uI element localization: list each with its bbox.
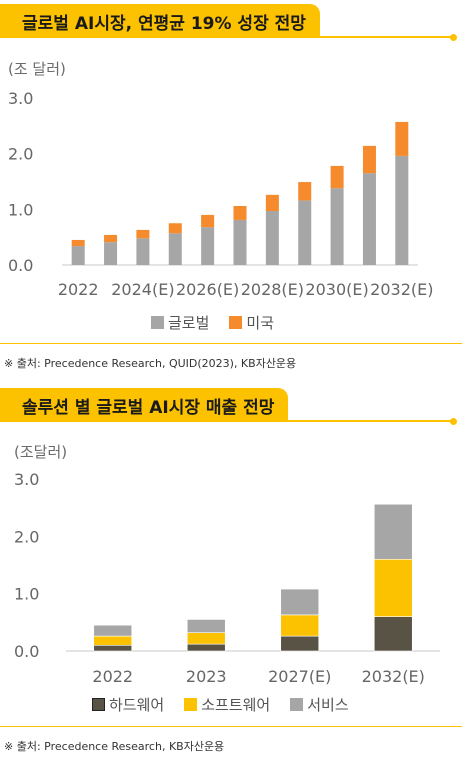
chart1-bar-s1 bbox=[298, 200, 312, 265]
chart1-unit-label: (조 달러) bbox=[8, 60, 66, 78]
chart1-xtick-label: 2024(E) bbox=[111, 280, 174, 299]
chart2-xtick-label: 2027(E) bbox=[268, 667, 331, 686]
chart2-ytick-label: 3.0 bbox=[14, 470, 39, 489]
chart1-xtick-label: 2026(E) bbox=[176, 280, 239, 299]
chart2-plot: 0.0 1.0 2.0 3.0 2022 2023 2027(E) 2032(E) bbox=[14, 470, 440, 686]
chart1-bar-s1 bbox=[168, 233, 182, 265]
legend-item-software: 소프트웨어 bbox=[184, 694, 270, 715]
chart1-bar-s1 bbox=[104, 242, 118, 265]
chart1-bar-s1 bbox=[362, 173, 376, 265]
chart1-bar-s1 bbox=[265, 211, 279, 265]
chart1-bar-s2 bbox=[362, 145, 376, 174]
legend-item-services: 서비스 bbox=[290, 694, 349, 715]
chart2-xtick-label: 2023 bbox=[186, 667, 227, 686]
legend-swatch-global bbox=[151, 316, 164, 329]
legend-label-us: 미국 bbox=[246, 314, 275, 332]
chart1-ytick-label: 3.0 bbox=[8, 89, 33, 108]
legend-item-hardware: 하드웨어 bbox=[92, 694, 164, 715]
chart1-bar-s1 bbox=[136, 238, 150, 265]
chart2-source: ※ 출처: Precedence Research, KB자산운용 bbox=[4, 740, 225, 753]
chart2-bar-s3 bbox=[186, 619, 226, 633]
legend-label-global: 글로벌 bbox=[168, 314, 210, 332]
chart2-ytick-label: 0.0 bbox=[14, 642, 39, 661]
chart1-title: 글로벌 AI시장, 연평균 19% 성장 전망 bbox=[0, 4, 320, 38]
chart2-bar-s1 bbox=[373, 616, 413, 652]
chart1-bar-s2 bbox=[104, 234, 118, 243]
chart2-unit-label: (조달러) bbox=[14, 443, 68, 461]
chart2-ytick-label: 1.0 bbox=[14, 585, 39, 604]
chart1-bar-s1 bbox=[201, 227, 215, 265]
chart1-bar-s2 bbox=[265, 194, 279, 212]
chart1-bar-s1 bbox=[395, 155, 409, 265]
chart2-bar-s3 bbox=[373, 503, 413, 560]
legend-item-us: 미국 bbox=[229, 312, 274, 333]
chart1-bar-s1 bbox=[71, 246, 85, 265]
chart1-bar-s1 bbox=[330, 188, 344, 265]
legend-item-global: 글로벌 bbox=[151, 312, 209, 333]
chart1-bar-s2 bbox=[298, 182, 312, 201]
chart2-title: 솔루션 별 글로벌 AI시장 매출 전망 bbox=[0, 388, 289, 422]
chart1-xtick-label: 2028(E) bbox=[241, 280, 304, 299]
chart1-bar-s2 bbox=[201, 214, 215, 228]
chart2-title-bar: 솔루션 별 글로벌 AI시장 매출 전망 bbox=[0, 388, 462, 425]
chart1-ytick-label: 2.0 bbox=[8, 145, 33, 164]
chart1-source: ※ 출처: Precedence Research, QUID(2023), K… bbox=[4, 357, 297, 370]
chart1-bar-s2 bbox=[71, 239, 85, 247]
chart1-title-bar: 글로벌 AI시장, 연평균 19% 성장 전망 bbox=[0, 4, 462, 41]
chart1-title-dot bbox=[450, 33, 457, 41]
legend-swatch-hardware bbox=[92, 698, 105, 711]
chart2-xtick-label: 2022 bbox=[92, 667, 133, 686]
legend-swatch-software bbox=[184, 698, 198, 711]
legend-swatch-us bbox=[229, 316, 243, 329]
chart2-legend: 하드웨어 소프트웨어 서비스 bbox=[92, 694, 369, 715]
chart1-bar-s2 bbox=[330, 165, 344, 189]
chart1-legend: 글로벌 미국 bbox=[151, 312, 294, 333]
chart2-bar-s1 bbox=[280, 635, 320, 652]
chart1-bar-s1 bbox=[233, 219, 247, 265]
legend-label-software: 소프트웨어 bbox=[201, 696, 271, 714]
chart1-separator bbox=[0, 343, 462, 344]
chart2-separator bbox=[0, 726, 462, 727]
chart2-bar-s2 bbox=[280, 614, 320, 637]
legend-label-services: 서비스 bbox=[307, 696, 349, 714]
chart1-xtick-label: 2032(E) bbox=[370, 280, 433, 299]
chart1-xtick-label: 2022 bbox=[58, 280, 99, 299]
chart2-bar-s1 bbox=[186, 643, 226, 652]
chart2-ytick-label: 2.0 bbox=[14, 527, 39, 546]
chart1-ytick-label: 0.0 bbox=[8, 256, 33, 275]
legend-label-hardware: 하드웨어 bbox=[109, 696, 165, 714]
chart2-bar-s2 bbox=[373, 558, 413, 617]
chart2-bar-s1 bbox=[93, 644, 133, 652]
chart1-bar-s2 bbox=[168, 223, 182, 234]
chart1-bar-s2 bbox=[395, 121, 409, 156]
chart1-ytick-label: 1.0 bbox=[8, 200, 33, 219]
legend-swatch-services bbox=[290, 698, 304, 711]
chart2-title-dot bbox=[450, 417, 457, 425]
chart2-bar-s2 bbox=[186, 632, 226, 645]
chart2-xtick-label: 2032(E) bbox=[362, 667, 425, 686]
chart2-bar-s3 bbox=[280, 588, 320, 616]
chart1-xtick-label: 2030(E) bbox=[305, 280, 368, 299]
chart2-bar-s2 bbox=[93, 635, 133, 646]
chart1-bar-s2 bbox=[136, 229, 150, 239]
chart1-bar-s2 bbox=[233, 205, 247, 220]
chart2-bar-s3 bbox=[93, 624, 133, 637]
